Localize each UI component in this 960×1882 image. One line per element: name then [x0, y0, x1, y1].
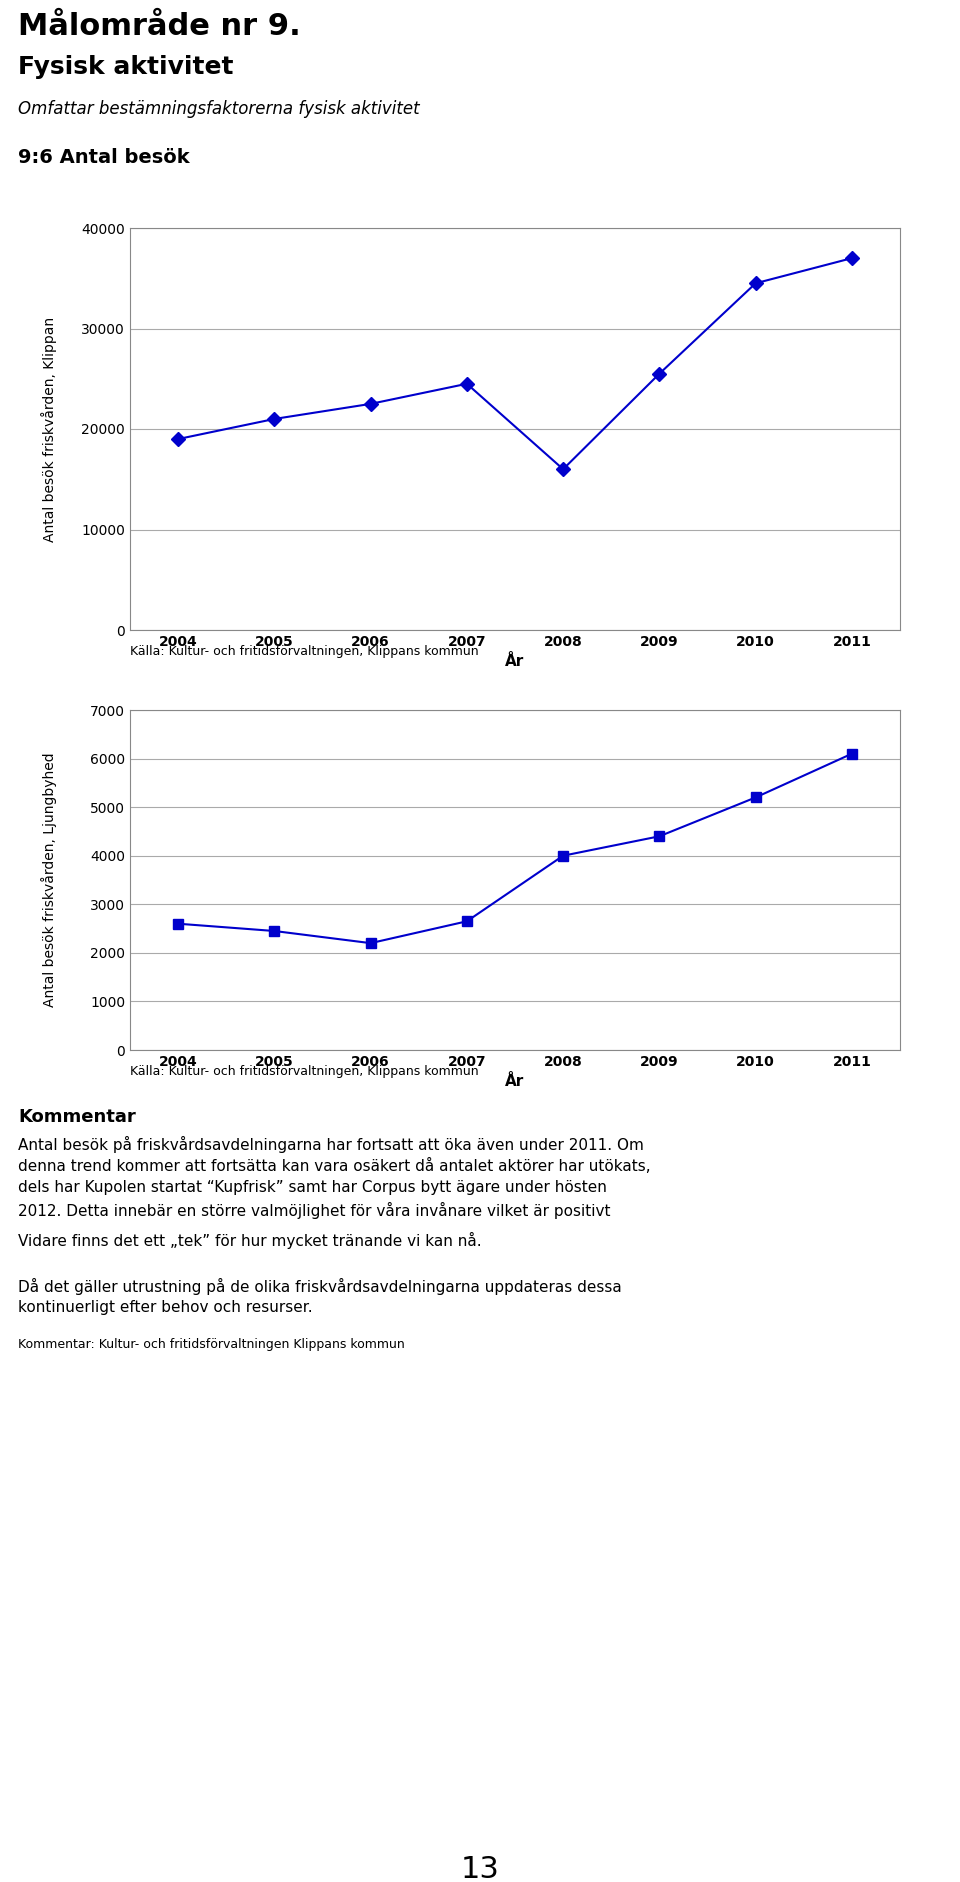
Text: Då det gäller utrustning på de olika friskvårdsavdelningarna uppdateras dessa: Då det gäller utrustning på de olika fri… [18, 1278, 622, 1295]
Text: kontinuerligt efter behov och resurser.: kontinuerligt efter behov och resurser. [18, 1300, 313, 1316]
Y-axis label: Antal besök friskvården, Ljungbyhed: Antal besök friskvården, Ljungbyhed [41, 753, 57, 1007]
Text: Antal besök på friskvårdsavdelningarna har fortsatt att öka även under 2011. Om: Antal besök på friskvårdsavdelningarna h… [18, 1137, 644, 1154]
Text: 9:6 Antal besök: 9:6 Antal besök [18, 149, 190, 167]
Text: 2012. Detta innebär en större valmöjlighet för våra invånare vilket är positivt: 2012. Detta innebär en större valmöjligh… [18, 1203, 611, 1220]
Text: Kommentar: Kommentar [18, 1108, 135, 1125]
X-axis label: År: År [505, 1075, 524, 1090]
Text: Målområde nr 9.: Målområde nr 9. [18, 11, 300, 41]
Text: 13: 13 [461, 1856, 499, 1882]
Text: dels har Kupolen startat “Kupfrisk” samt har Corpus bytt ägare under hösten: dels har Kupolen startat “Kupfrisk” samt… [18, 1180, 607, 1195]
Text: denna trend kommer att fortsätta kan vara osäkert då antalet aktörer har utökats: denna trend kommer att fortsätta kan var… [18, 1157, 651, 1174]
Text: Kommentar: Kultur- och fritidsförvaltningen Klippans kommun: Kommentar: Kultur- och fritidsförvaltnin… [18, 1338, 405, 1351]
Text: Omfattar bestämningsfaktorerna fysisk aktivitet: Omfattar bestämningsfaktorerna fysisk ak… [18, 100, 420, 119]
Text: Källa: Kultur- och fritidsförvaltningen, Klippans kommun: Källa: Kultur- och fritidsförvaltningen,… [130, 646, 479, 659]
Text: Källa: Kultur- och fritidsförvaltningen, Klippans kommun: Källa: Kultur- och fritidsförvaltningen,… [130, 1065, 479, 1078]
Text: Fysisk aktivitet: Fysisk aktivitet [18, 55, 233, 79]
Text: Vidare finns det ett „tek” för hur mycket tränande vi kan nå.: Vidare finns det ett „tek” för hur mycke… [18, 1233, 482, 1250]
Y-axis label: Antal besök friskvården, Klippan: Antal besök friskvården, Klippan [41, 316, 57, 542]
X-axis label: År: År [505, 655, 524, 670]
